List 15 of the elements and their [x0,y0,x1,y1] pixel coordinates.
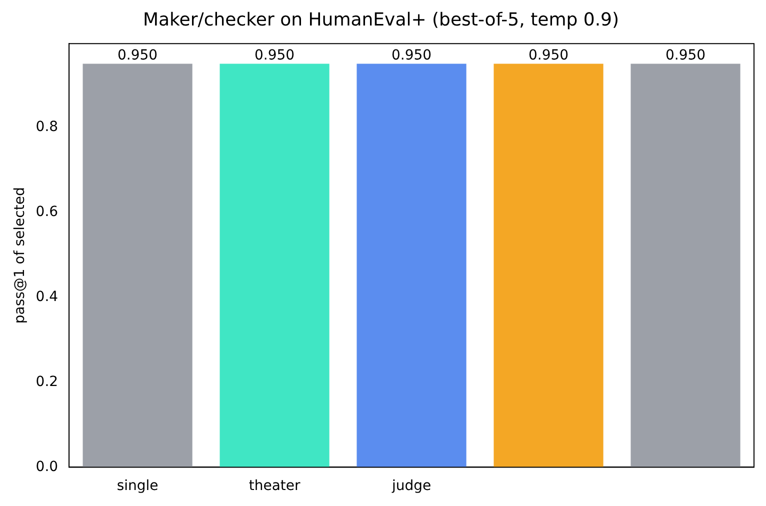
data-label: 0.950 [254,47,295,64]
data-label: 0.950 [665,47,706,64]
chart-title: Maker/checker on HumanEval+ (best-of-5, temp 0.9) [142,9,620,30]
y-tick-label: 0.0 [36,458,58,475]
y-tick-label: 0.2 [36,374,58,390]
y-tick-label: 0.6 [36,204,58,220]
y-tick-label: 0.4 [36,288,58,305]
y-tick-label: 0.8 [36,119,58,136]
data-label: 0.950 [391,47,432,64]
x-tick-label: judge [390,478,432,494]
data-label: 0.950 [528,47,569,64]
data-label: 0.950 [118,47,158,64]
x-tick-label: theater [248,478,300,494]
y-axis-title: pass@1 of selected [12,187,28,324]
x-tick-label: single [116,478,158,494]
